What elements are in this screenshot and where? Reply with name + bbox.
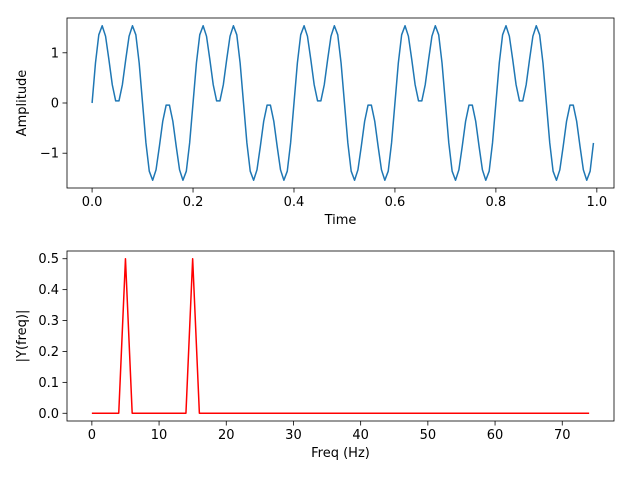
y-tick-label: 0	[51, 97, 59, 112]
x-tick-label: 40	[352, 428, 369, 443]
x-axis-label: Freq (Hz)	[311, 446, 370, 461]
x-tick-label: 0	[88, 428, 96, 443]
data-line	[91, 24, 595, 182]
x-tick-label: 20	[218, 428, 235, 443]
x-tick-label: 0.2	[183, 195, 204, 210]
y-tick-label: 0.5	[38, 252, 59, 267]
axes-frame	[66, 250, 615, 422]
x-tick-label: 0.6	[385, 195, 406, 210]
y-axis-label: Amplitude	[15, 70, 30, 137]
x-tick-label: 10	[151, 428, 168, 443]
x-tick-label: 0.4	[284, 195, 305, 210]
y-tick-label: −1	[40, 147, 59, 162]
y-tick-label: 1	[51, 46, 59, 61]
y-tick-label: 0.0	[38, 407, 59, 422]
x-tick-label: 1.0	[586, 195, 607, 210]
x-tick-label: 50	[420, 428, 437, 443]
data-line	[91, 257, 590, 415]
y-tick-label: 0.2	[38, 345, 59, 360]
x-tick-label: 0.8	[486, 195, 507, 210]
x-tick-label: 0.0	[82, 195, 103, 210]
x-tick-label: 60	[487, 428, 504, 443]
y-tick-label: 0.4	[38, 283, 59, 298]
y-axis-label: |Y(freq)|	[15, 310, 30, 363]
x-tick-label: 30	[285, 428, 302, 443]
x-axis-label: Time	[324, 213, 357, 228]
y-tick-label: 0.3	[38, 314, 59, 329]
x-tick-label: 70	[554, 428, 571, 443]
y-tick-label: 0.1	[38, 376, 59, 391]
